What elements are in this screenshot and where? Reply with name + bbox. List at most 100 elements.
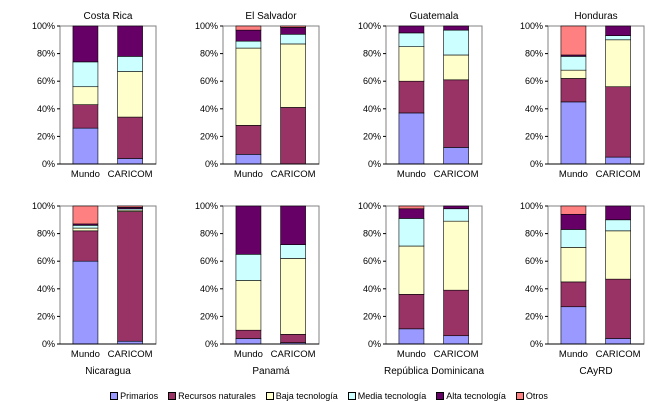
bar-segment-mundo-1 [72,230,99,262]
y-tick-label: 60% [200,256,218,266]
legend-label: Baja tecnología [275,390,338,401]
bar-segment-mundo-0 [398,112,425,165]
x-tick-label: CARICOM [434,349,479,360]
bar-segment-caricom-3 [443,29,469,56]
y-tick-label: 60% [37,256,55,266]
bar-segment-mundo-3 [398,218,425,247]
x-tick-label: CARICOM [596,169,641,180]
bar-segment-mundo-3 [72,61,99,88]
legend-swatch [168,391,177,400]
y-tick-label: 40% [200,284,218,294]
bar-segment-mundo-2 [398,46,425,82]
bar-segment-caricom-4 [280,27,306,35]
legend-label: Recursos naturales [178,390,256,401]
bar-segment-caricom-2 [443,220,469,291]
bar-segment-caricom-4 [443,205,469,210]
bar-segment-caricom-2 [117,71,143,118]
bar-segment-mundo-1 [398,80,425,114]
y-tick-label: 80% [200,49,218,59]
bar-segment-caricom-1 [443,289,469,337]
y-tick-label: 80% [37,229,55,239]
y-tick-label: 100% [32,21,55,31]
bar-segment-mundo-4 [560,213,587,230]
bar-segment-caricom-4 [605,25,631,36]
bar-segment-caricom-3 [605,35,631,41]
panel-title: Nicaragua [85,366,131,377]
bar-segment-caricom-3 [280,244,306,259]
bar-segment-mundo-2 [235,47,262,126]
x-tick-label: Mundo [71,169,100,180]
y-tick-label: 0% [205,339,218,349]
legend-item: Baja tecnología [265,389,338,402]
y-tick-label: 20% [363,311,381,321]
y-tick-label: 80% [200,229,218,239]
y-tick-label: 40% [525,284,543,294]
bar-segment-caricom-3 [443,208,469,222]
y-tick-label: 100% [520,201,543,211]
bar-segment-mundo-5 [72,205,99,225]
y-tick-label: 40% [363,284,381,294]
legend-swatch [265,391,274,400]
bar-segment-caricom-5 [280,25,306,28]
bar-segment-mundo-5 [235,25,262,31]
x-tick-label: CARICOM [108,169,153,180]
y-tick-label: 80% [37,49,55,59]
legend-item: Otros [515,389,548,402]
y-tick-label: 40% [525,104,543,114]
bar-segment-mundo-3 [560,56,587,71]
legend-item: Recursos naturales [168,389,256,402]
bar-segment-mundo-2 [235,280,262,331]
bar-segment-caricom-1 [280,334,306,343]
bar-segment-caricom-2 [280,258,306,335]
bar-segment-mundo-0 [72,260,99,345]
bar-segment-caricom-1 [117,211,143,342]
y-tick-label: 20% [37,131,55,141]
bar-segment-mundo-4 [398,208,425,219]
y-tick-label: 80% [363,229,381,239]
panel-title: CAyRD [579,366,612,377]
y-tick-label: 80% [525,49,543,59]
panel-title: Costa Rica [84,11,133,22]
y-tick-label: 0% [530,159,543,169]
bar-segment-caricom-3 [280,33,306,45]
bar-segment-caricom-0 [605,338,631,345]
y-tick-label: 60% [37,76,55,86]
bar-segment-mundo-4 [235,205,262,255]
bar-segment-mundo-1 [560,78,587,103]
bar-segment-mundo-2 [560,247,587,283]
bar-segment-caricom-1 [280,107,306,165]
y-tick-label: 0% [205,159,218,169]
bar-segment-mundo-5 [560,205,587,215]
x-tick-label: Mundo [397,169,426,180]
bar-segment-mundo-3 [72,225,99,229]
x-tick-label: CARICOM [271,169,316,180]
y-tick-label: 100% [32,201,55,211]
y-tick-label: 20% [200,131,218,141]
panel-title: República Dominicana [384,366,484,377]
x-tick-label: Mundo [397,349,426,360]
x-tick-label: CARICOM [596,349,641,360]
y-tick-label: 20% [37,311,55,321]
bar-segment-caricom-3 [117,56,143,72]
bar-segment-mundo-1 [398,294,425,330]
x-tick-label: Mundo [559,349,588,360]
bar-segment-caricom-3 [605,219,631,232]
y-tick-label: 40% [200,104,218,114]
chart-legend: Primarios Recursos naturales Baja tecnolog… [0,389,658,402]
bar-segment-mundo-3 [560,229,587,248]
legend-item: Media tecnología [347,389,426,402]
y-tick-label: 0% [42,159,55,169]
x-tick-label: CARICOM [434,169,479,180]
y-tick-label: 80% [525,229,543,239]
bar-segment-mundo-0 [560,101,587,165]
bar-segment-caricom-4 [117,25,143,57]
y-tick-label: 0% [368,159,381,169]
bar-segment-caricom-2 [280,43,306,108]
panel-title: Panamá [252,366,290,377]
bar-segment-mundo-2 [72,86,99,105]
x-tick-label: Mundo [234,349,263,360]
panel-title: Honduras [574,11,617,22]
legend-swatch [110,391,119,400]
y-tick-label: 100% [195,21,218,31]
